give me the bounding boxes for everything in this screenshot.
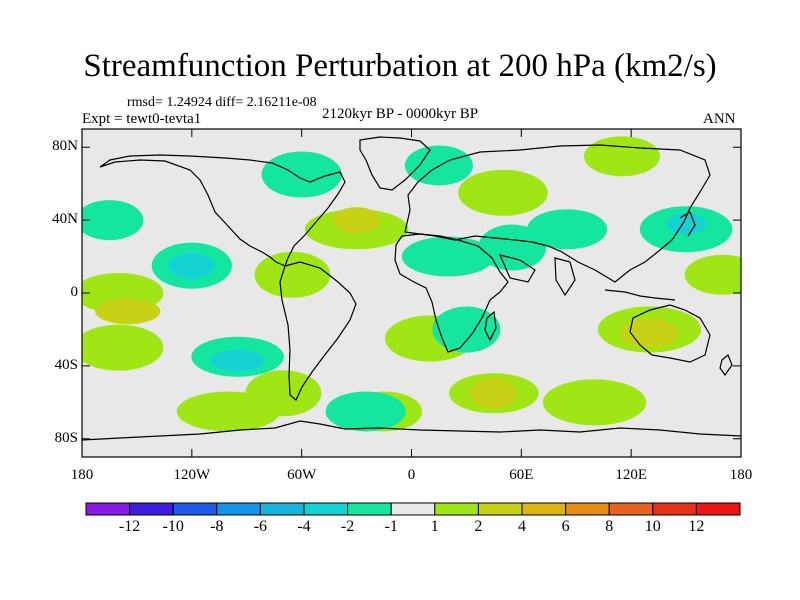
colorbar-swatch — [390, 502, 436, 516]
lon-tick-label: 0 — [407, 467, 416, 483]
colorbar-swatch — [85, 502, 131, 516]
experiment-label: Expt = tewt0-tevta1 — [82, 111, 202, 127]
colorbar-label: 8 — [605, 518, 614, 535]
colorbar-swatch — [652, 502, 697, 516]
colorbar-label: 6 — [561, 518, 570, 535]
colorbar-swatch — [172, 502, 218, 516]
lat-tick-label: 40N — [52, 211, 78, 228]
colorbar-swatch — [259, 502, 305, 516]
lat-tick-label: 80S — [54, 429, 78, 446]
colorbar-label: 1 — [430, 518, 439, 535]
colorbar-label: -1 — [384, 518, 398, 535]
lat-tick-label: 40S — [54, 356, 78, 373]
lon-tick-label: 120E — [615, 467, 647, 483]
stats-label: rmsd= 1.24924 diff= 2.16211e-08 — [127, 95, 317, 110]
colorbar-swatch — [695, 502, 741, 516]
field-negative-2 — [210, 349, 265, 372]
field-positive-2 — [332, 207, 381, 234]
field-negative-1 — [478, 224, 547, 271]
colorbar-label: -8 — [210, 518, 224, 535]
colorbar-swatch — [608, 502, 654, 516]
field-negative-1 — [82, 200, 144, 241]
period-label: 2120kyr BP - 0000kyr BP — [322, 106, 479, 122]
field-negative-1 — [401, 236, 495, 277]
lat-tick-label: 0 — [70, 284, 79, 300]
contour-fields — [82, 136, 741, 432]
colorbar-swatch — [129, 502, 174, 516]
colorbar-label: -2 — [340, 518, 355, 535]
field-positive-2 — [469, 378, 518, 409]
colorbar — [85, 502, 741, 516]
colorbar-swatch — [216, 502, 261, 516]
field-positive-1 — [684, 254, 741, 295]
field-negative-2 — [666, 212, 707, 235]
field-negative-1 — [526, 209, 608, 250]
lon-tick-label: 180 — [729, 467, 753, 483]
lon-tick-label: 120W — [173, 467, 211, 483]
field-positive-1 — [584, 136, 661, 177]
field-negative-2 — [168, 253, 216, 279]
colorbar-label: 10 — [644, 518, 661, 535]
coastlines — [82, 136, 741, 441]
field-negative-1 — [432, 306, 501, 353]
field-negative-1 — [404, 145, 473, 186]
axis-ticks — [81, 129, 742, 457]
chart-title: Streamfunction Perturbation at 200 hPa (… — [83, 48, 717, 84]
colorbar-label: -10 — [162, 518, 184, 535]
colorbar-swatch — [521, 502, 567, 516]
field-negative-1 — [261, 151, 342, 198]
colorbar-label: 12 — [688, 518, 705, 535]
field-positive-1 — [245, 370, 322, 417]
colorbar-swatch — [434, 502, 479, 516]
colorbar-label: 4 — [518, 518, 526, 535]
lon-tick-label: 180 — [70, 467, 94, 483]
colorbar-swatch — [477, 502, 523, 516]
field-negative-1 — [325, 391, 406, 432]
field-positive-2 — [95, 298, 161, 325]
field-positive-1 — [82, 324, 164, 371]
season-label: ANN — [703, 111, 736, 127]
colorbar-swatch — [565, 502, 610, 516]
colorbar-swatch — [303, 502, 349, 516]
colorbar-swatch — [347, 502, 392, 516]
colorbar-label: -12 — [118, 518, 141, 535]
field-positive-1 — [542, 379, 647, 426]
colorbar-label: -6 — [253, 518, 268, 535]
colorbar-label: -4 — [297, 518, 311, 535]
colorbar-label: 2 — [474, 518, 483, 535]
field-positive-1 — [458, 169, 548, 216]
lon-tick-label: 60E — [509, 467, 534, 483]
field-positive-1 — [254, 251, 331, 298]
lon-tick-label: 60W — [287, 467, 317, 483]
lat-tick-label: 80N — [52, 138, 78, 155]
field-positive-2 — [621, 318, 678, 349]
